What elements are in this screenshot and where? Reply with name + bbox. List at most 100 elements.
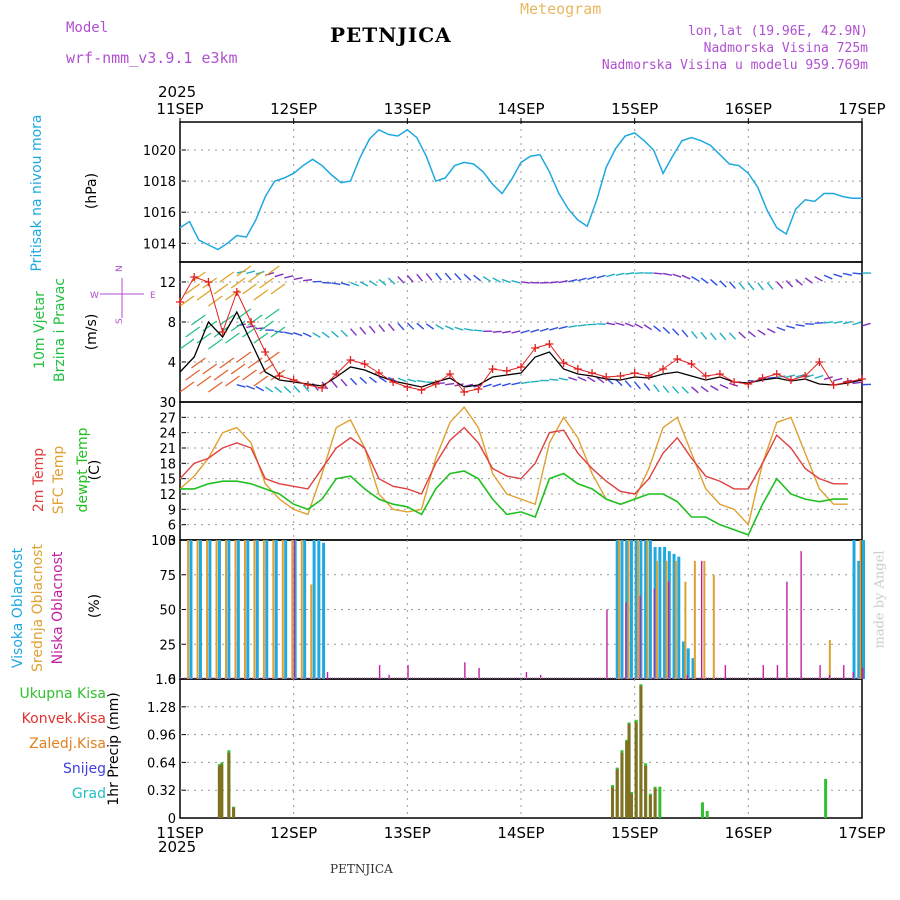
gust-marker (218, 328, 227, 336)
wind-vector (852, 381, 862, 385)
wind-vector (700, 277, 709, 284)
wind-vector (191, 357, 206, 369)
model-name: wrf-nmm_v3.9.1 e3km (66, 49, 238, 67)
cloud-bar-low (686, 674, 689, 679)
cloud-bar-low (776, 665, 779, 679)
y-tick-label: 21 (159, 442, 176, 457)
wind-vector (842, 320, 852, 325)
y-tick-label: 1018 (143, 175, 176, 190)
wind-vector (776, 326, 786, 332)
wind-vector (549, 326, 559, 331)
wind-vector (242, 283, 257, 295)
wind-vector (672, 328, 680, 336)
precip-legend-snow: Snijeg (62, 761, 106, 777)
wind-vector (804, 374, 814, 379)
gust-marker (303, 381, 312, 389)
wind-vector (208, 295, 223, 307)
wind-vector (191, 314, 206, 326)
wind-vector (312, 332, 321, 338)
gust-marker (204, 278, 213, 286)
cloud-bar-high (293, 540, 297, 679)
y-tick-label: 15 (159, 473, 176, 488)
gust-marker (843, 378, 852, 386)
y-tick-label: 18 (159, 457, 176, 472)
station-title: PETNJICA (330, 23, 452, 47)
y-tick-label: 30 (159, 396, 176, 411)
wind-vector (767, 376, 777, 379)
footer-station: PETNJICA (330, 862, 393, 876)
cloud-bar-high (653, 546, 657, 679)
cloud-bar-mid (712, 574, 715, 679)
wind-vector (284, 275, 294, 279)
cloud-bar-high (284, 540, 288, 679)
wind-vector (236, 384, 246, 388)
precip-legend-total: Ukupna Kisa (19, 686, 106, 702)
wind-vector (691, 386, 699, 394)
y-tick-label: 75 (159, 569, 176, 584)
cloud-bar-low (639, 595, 641, 679)
wind-vector (179, 295, 195, 307)
wind-vector (179, 381, 195, 393)
gust-marker (531, 344, 540, 352)
wind-vector (795, 278, 803, 286)
wind-vector (766, 282, 774, 290)
gust-marker (815, 358, 824, 366)
precip-bar-convective (232, 807, 236, 818)
wind-vector (482, 383, 492, 388)
cloud-bar-low (539, 674, 542, 679)
wind-vector (369, 376, 377, 384)
cloud-bar-high (620, 540, 624, 679)
wind-vector (606, 273, 616, 278)
wind-vector (247, 271, 263, 283)
wind-vector (246, 270, 256, 275)
wind-vector (270, 326, 286, 338)
gust-marker (445, 370, 454, 378)
time-tick-bottom: 11SEP (156, 824, 203, 842)
panel-frame-4 (179, 678, 863, 819)
wind-vector (407, 378, 417, 383)
wind-vector (359, 326, 367, 335)
cloud-bar-high (189, 540, 193, 679)
gust-marker (545, 340, 554, 348)
wind-vector (397, 276, 405, 284)
wind-vector (378, 376, 387, 383)
gust-marker (744, 380, 753, 388)
wind-vector (700, 331, 708, 340)
cloud-bar-high (648, 540, 652, 679)
cloud-bar-mid (262, 540, 265, 679)
wind-vector (861, 322, 871, 327)
gust-marker (786, 376, 795, 384)
wind-vector (340, 329, 348, 337)
wind-vector (776, 375, 786, 379)
cloud-bar-mid (646, 540, 649, 679)
precip-bar-convective (615, 769, 619, 818)
wind-vector (501, 330, 512, 334)
wind-vector (340, 378, 348, 387)
cloud-bar-high (322, 542, 326, 679)
gust-marker (417, 386, 426, 394)
cloud-bar-mid (224, 540, 227, 679)
gust-marker (346, 356, 355, 364)
cloud-bar-high (639, 540, 643, 679)
time-tick-bottom: 16SEP (725, 824, 772, 842)
cloud-bar-mid (693, 560, 696, 679)
cloud-bar-mid (291, 540, 294, 679)
cloud-bar-mid (655, 560, 658, 679)
wind-vector (624, 322, 634, 328)
wind-vector (185, 326, 201, 338)
wind-vector (568, 376, 578, 381)
wind-vector (719, 384, 729, 389)
wind-vector (634, 271, 644, 275)
wind-vector (185, 369, 201, 381)
wind-vector (463, 273, 472, 281)
wind-vector (634, 323, 643, 329)
wind-vector (293, 385, 301, 393)
gust-marker (630, 369, 639, 377)
time-tick-bottom: 15SEP (611, 824, 658, 842)
wind-vector (444, 325, 454, 331)
y-tick-label: 1016 (143, 206, 176, 221)
wind-vector (549, 281, 559, 284)
cloud-bar-high (274, 540, 278, 679)
gust-marker (261, 348, 270, 356)
y-tick-label: 1.28 (147, 701, 176, 716)
